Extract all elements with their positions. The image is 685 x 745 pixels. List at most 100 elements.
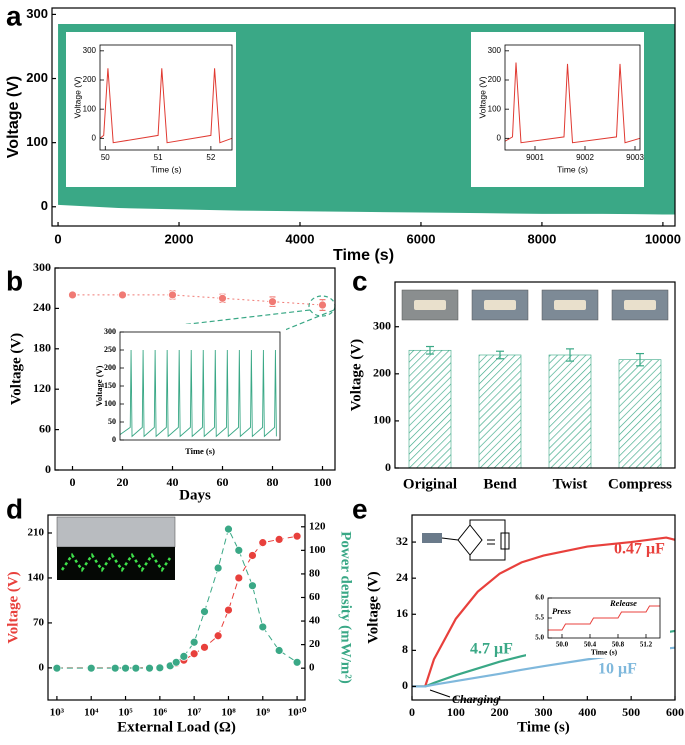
y2-tick-label: 40 (309, 615, 321, 627)
inset-background (526, 588, 670, 658)
y-tick-label: 100 (104, 399, 116, 408)
annotation: Charging (452, 692, 499, 706)
annotation: Release (609, 598, 637, 608)
y-tick-label: 300 (33, 260, 51, 274)
x-tick-label: 9003 (626, 153, 644, 162)
x-tick-label: 300 (535, 705, 553, 719)
series-line (119, 349, 277, 438)
series-line (412, 536, 676, 688)
data-point (218, 293, 227, 303)
y-tick-label: 0 (497, 133, 502, 142)
y-tick-label: 0 (92, 133, 97, 142)
bar (478, 354, 522, 469)
y-tick-label: 60 (39, 421, 51, 435)
data-point (189, 649, 199, 659)
panel-letter: b (6, 265, 23, 296)
y-tick-label: 5.0 (535, 634, 544, 642)
x-tick-label: 10⁶ (153, 707, 168, 719)
x-tick-label: 600 (666, 705, 684, 719)
data-point (145, 663, 154, 673)
inset-background (471, 32, 644, 187)
y2-tick-label: 60 (309, 591, 321, 603)
x-tick-label: 10⁵ (118, 707, 133, 719)
data-point (110, 663, 120, 673)
data-point (258, 622, 268, 632)
error-bar (496, 350, 504, 360)
y2-tick-label: 80 (309, 567, 321, 579)
y-tick-label: 100 (83, 104, 97, 113)
category-label: Bend (483, 476, 517, 492)
sample-strip (554, 300, 586, 310)
error-bar (426, 345, 434, 355)
inset-background (100, 324, 286, 462)
data-point (213, 631, 223, 641)
x-tick-label: 10000 (645, 231, 681, 246)
charging-arrow (429, 689, 451, 698)
x-axis-label: Time (s) (517, 719, 570, 735)
y-tick-label: 300 (373, 318, 391, 332)
data-point (224, 605, 233, 615)
y-tick-label: 100 (373, 413, 391, 427)
circuit-icon (422, 519, 510, 561)
x-tick-label: 80 (267, 475, 279, 489)
error-bar (636, 352, 644, 367)
data-point (258, 538, 268, 548)
y2-tick-label: 0 (309, 662, 315, 674)
data-point (318, 300, 327, 310)
data-point (274, 535, 284, 544)
panel-letter: d (6, 493, 23, 524)
y-tick-label: 0 (39, 661, 45, 673)
y-tick-label: 8 (402, 642, 408, 656)
x-tick-label: 51 (154, 153, 163, 162)
x-axis-label: Time (s) (333, 247, 394, 264)
data-point (274, 646, 284, 655)
y-tick-label: 200 (26, 70, 48, 85)
series-label: 4.7 μF (470, 641, 513, 658)
data-point (248, 581, 257, 591)
x-tick-label: 52 (206, 153, 215, 162)
load-resistor (500, 532, 510, 550)
bar (548, 354, 592, 469)
x-tick-label: 40 (167, 475, 179, 489)
plot-frame (47, 514, 306, 701)
y-tick-label: 100 (26, 134, 48, 149)
series-line (72, 294, 323, 306)
x-tick-label: 50.8 (612, 641, 625, 649)
bar (408, 349, 452, 469)
plot-frame (51, 7, 676, 227)
bar (618, 359, 662, 469)
y2-tick-label: 120 (309, 520, 326, 532)
y-tick-label: 300 (104, 327, 116, 336)
data-point (179, 652, 189, 661)
data-point (234, 545, 244, 555)
y-tick-label: 300 (26, 6, 48, 21)
data-point (52, 663, 62, 673)
y-tick-label: 0 (45, 462, 51, 476)
inset-background (66, 32, 236, 187)
data-point (189, 637, 199, 647)
data-point (248, 551, 257, 560)
series-line (548, 605, 660, 631)
x-axis-label: External Load (Ω) (117, 719, 236, 735)
x-tick-label: 10³ (50, 707, 65, 719)
y-tick-label: 50 (108, 417, 116, 426)
y-axis-label: Voltage (V) (8, 333, 24, 405)
x-tick-label: 0 (70, 475, 76, 489)
x-tick-label: 9002 (576, 153, 594, 162)
category-label: Compress (608, 476, 672, 492)
x-tick-label: 50.0 (556, 641, 569, 649)
data-point (234, 573, 244, 583)
y-tick-label: 32 (396, 534, 408, 548)
y-axis-label: Voltage (V) (477, 76, 487, 118)
data-point (121, 663, 130, 673)
y-tick-label: 240 (33, 300, 51, 314)
highlight-link (279, 309, 335, 333)
y-tick-label: 200 (83, 75, 97, 84)
panel-letter: c (352, 265, 368, 296)
x-tick-label: 100 (314, 475, 332, 489)
data-point (213, 563, 223, 573)
data-point (268, 297, 277, 307)
x-tick-label: 20 (117, 475, 129, 489)
x-axis-label: Days (179, 487, 211, 503)
panel-letter: e (352, 493, 368, 524)
